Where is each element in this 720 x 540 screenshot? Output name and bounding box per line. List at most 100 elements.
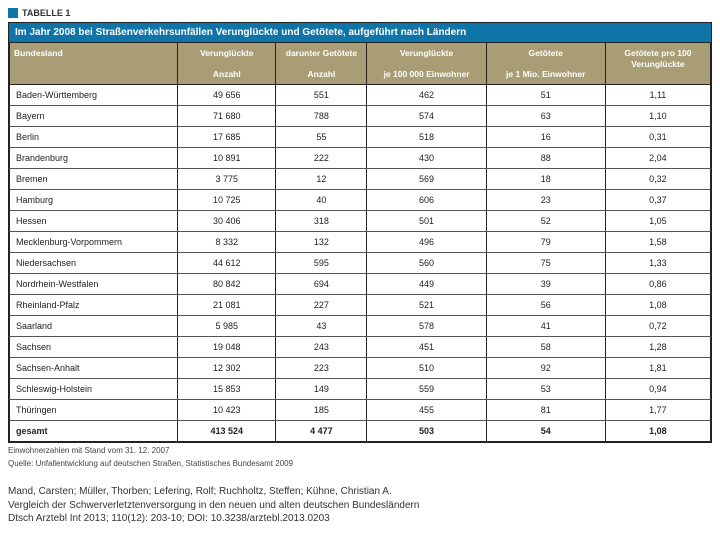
- cell: 496: [367, 232, 486, 253]
- cell: 92: [486, 358, 605, 379]
- cell: 19 048: [178, 337, 276, 358]
- cell: 1,77: [605, 400, 710, 421]
- citation-block: Mand, Carsten; Müller, Thorben; Lefering…: [8, 485, 712, 526]
- cell: 10 423: [178, 400, 276, 421]
- cell: 243: [276, 337, 367, 358]
- cell: 1,28: [605, 337, 710, 358]
- cell-total: 1,08: [605, 421, 710, 442]
- col-header-1: VerunglückteAnzahl: [178, 43, 276, 85]
- cell: 44 612: [178, 253, 276, 274]
- cell: 81: [486, 400, 605, 421]
- cell: 223: [276, 358, 367, 379]
- cell: Hessen: [10, 211, 178, 232]
- table-wrapper: BundeslandVerunglückteAnzahldarunter Get…: [8, 42, 712, 443]
- cell: 8 332: [178, 232, 276, 253]
- cell-total: gesamt: [10, 421, 178, 442]
- cell: 0,72: [605, 316, 710, 337]
- cell: 0,86: [605, 274, 710, 295]
- table-row: Schleswig-Holstein15 853149559530,94: [10, 379, 711, 400]
- cell: 53: [486, 379, 605, 400]
- cell: 30 406: [178, 211, 276, 232]
- table-row: Bayern71 680788574631,10: [10, 106, 711, 127]
- cell: 1,33: [605, 253, 710, 274]
- table-row: Mecklenburg-Vorpommern8 332132496791,58: [10, 232, 711, 253]
- table-row: Hessen30 406318501521,05: [10, 211, 711, 232]
- cell: Thüringen: [10, 400, 178, 421]
- cell: 1,05: [605, 211, 710, 232]
- table-row: Rheinland-Pfalz21 081227521561,08: [10, 295, 711, 316]
- table-label: TABELLE 1: [22, 8, 70, 18]
- cell-total: 54: [486, 421, 605, 442]
- cell: 1,11: [605, 85, 710, 106]
- citation-journal: Dtsch Arztebl Int 2013; 110(12): 203-10;…: [8, 512, 712, 526]
- cell: Rheinland-Pfalz: [10, 295, 178, 316]
- cell: 55: [276, 127, 367, 148]
- table-row: Hamburg10 72540606230,37: [10, 190, 711, 211]
- cell: Berlin: [10, 127, 178, 148]
- table-header: BundeslandVerunglückteAnzahldarunter Get…: [10, 43, 711, 85]
- cell: Bayern: [10, 106, 178, 127]
- cell: 606: [367, 190, 486, 211]
- cell: 149: [276, 379, 367, 400]
- cell: 15 853: [178, 379, 276, 400]
- footnote-2: Quelle: Unfallentwicklung auf deutschen …: [8, 459, 712, 469]
- cell: 559: [367, 379, 486, 400]
- cell: 88: [486, 148, 605, 169]
- cell: 455: [367, 400, 486, 421]
- cell: 75: [486, 253, 605, 274]
- cell: 521: [367, 295, 486, 316]
- cell: 694: [276, 274, 367, 295]
- cell: 43: [276, 316, 367, 337]
- cell: 5 985: [178, 316, 276, 337]
- accent-square: [8, 8, 18, 18]
- cell: 569: [367, 169, 486, 190]
- cell: 518: [367, 127, 486, 148]
- cell: 595: [276, 253, 367, 274]
- cell: Schleswig-Holstein: [10, 379, 178, 400]
- cell: 10 725: [178, 190, 276, 211]
- cell: 451: [367, 337, 486, 358]
- cell-total: 503: [367, 421, 486, 442]
- cell: 80 842: [178, 274, 276, 295]
- cell: 185: [276, 400, 367, 421]
- table-row: Thüringen10 423185455811,77: [10, 400, 711, 421]
- cell: Mecklenburg-Vorpommern: [10, 232, 178, 253]
- cell: 21 081: [178, 295, 276, 316]
- cell: 49 656: [178, 85, 276, 106]
- cell: 51: [486, 85, 605, 106]
- cell: 12 302: [178, 358, 276, 379]
- table-row-total: gesamt413 5244 477503541,08: [10, 421, 711, 442]
- cell: 0,32: [605, 169, 710, 190]
- cell: 227: [276, 295, 367, 316]
- table-label-bar: TABELLE 1: [8, 6, 712, 20]
- cell: 222: [276, 148, 367, 169]
- cell: Baden-Württemberg: [10, 85, 178, 106]
- cell: Brandenburg: [10, 148, 178, 169]
- table-row: Niedersachsen44 612595560751,33: [10, 253, 711, 274]
- table-row: Sachsen19 048243451581,28: [10, 337, 711, 358]
- cell: 132: [276, 232, 367, 253]
- cell-total: 413 524: [178, 421, 276, 442]
- cell: Sachsen-Anhalt: [10, 358, 178, 379]
- cell: Niedersachsen: [10, 253, 178, 274]
- table-row: Sachsen-Anhalt12 302223510921,81: [10, 358, 711, 379]
- table-row: Saarland5 98543578410,72: [10, 316, 711, 337]
- cell: 18: [486, 169, 605, 190]
- cell: 3 775: [178, 169, 276, 190]
- cell: 0,37: [605, 190, 710, 211]
- cell: 40: [276, 190, 367, 211]
- table-row: Brandenburg10 891222430882,04: [10, 148, 711, 169]
- citation-title: Vergleich der Schwerverletztenversorgung…: [8, 499, 712, 513]
- cell: 0,31: [605, 127, 710, 148]
- cell: Nordrhein-Westfalen: [10, 274, 178, 295]
- footnote-1: Einwohnerzahlen mit Stand vom 31. 12. 20…: [8, 446, 712, 456]
- cell: Hamburg: [10, 190, 178, 211]
- cell: 0,94: [605, 379, 710, 400]
- cell: 318: [276, 211, 367, 232]
- cell: 12: [276, 169, 367, 190]
- cell: 430: [367, 148, 486, 169]
- cell: 63: [486, 106, 605, 127]
- cell: 462: [367, 85, 486, 106]
- cell: 17 685: [178, 127, 276, 148]
- cell: 788: [276, 106, 367, 127]
